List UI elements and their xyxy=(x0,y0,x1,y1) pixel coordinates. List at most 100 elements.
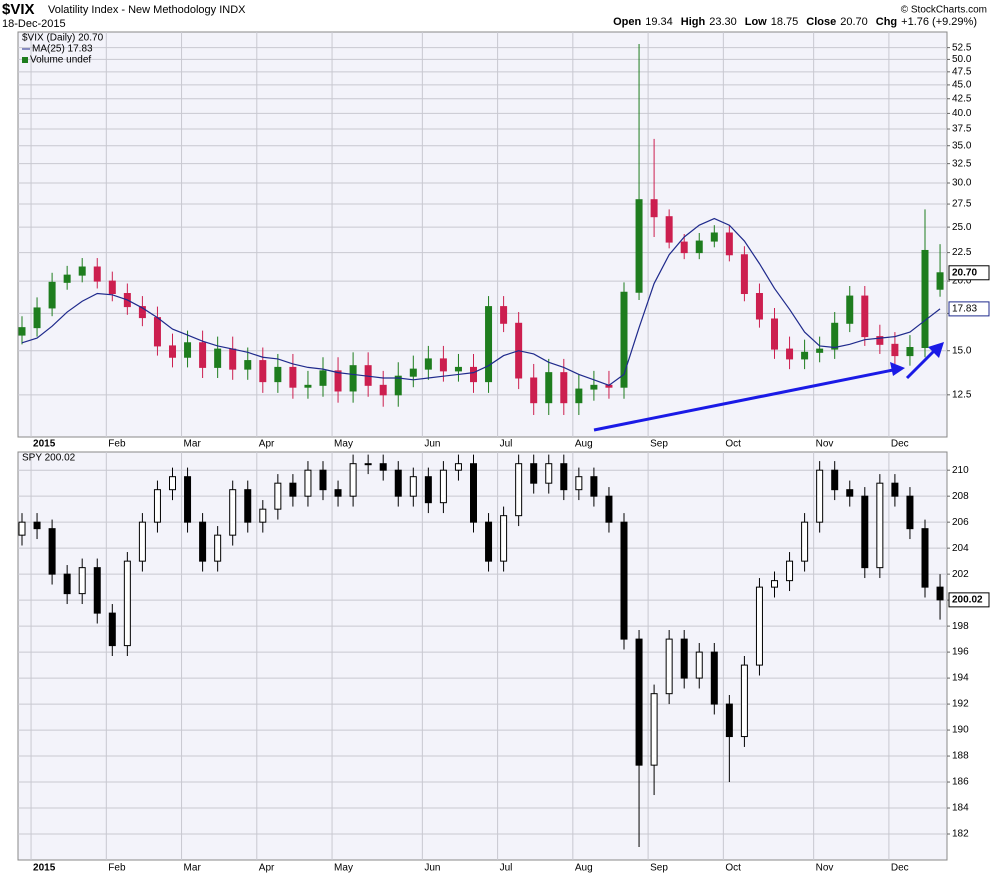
y-tick-label: 35.0 xyxy=(952,140,972,151)
y-tick-label: 30.0 xyxy=(952,178,972,189)
candle-body xyxy=(214,348,222,368)
candle-body xyxy=(635,199,643,293)
quote-value: 18.75 xyxy=(771,16,799,28)
y-tick-label: 45.0 xyxy=(952,80,972,91)
candle-body xyxy=(319,370,327,386)
candle-body xyxy=(861,295,869,338)
y-tick-label: 37.5 xyxy=(952,124,972,135)
x-tick-label: Apr xyxy=(259,863,275,874)
y-tick-label: 204 xyxy=(952,543,969,554)
candle-body xyxy=(123,560,131,647)
x-tick-label: Jun xyxy=(424,439,440,450)
candle-body xyxy=(530,463,538,484)
candle-body xyxy=(18,521,26,536)
candle-body xyxy=(575,388,583,404)
candle-body xyxy=(816,348,824,353)
candle-body xyxy=(801,521,809,562)
y-tick-label: 22.5 xyxy=(952,247,972,258)
x-tick-label: Feb xyxy=(108,863,126,874)
price-tag-label: 200.02 xyxy=(952,595,983,606)
candle-body xyxy=(755,293,763,320)
y-tick-label: 27.5 xyxy=(952,199,972,210)
candle-body xyxy=(93,567,101,614)
x-tick-label: Jul xyxy=(500,439,513,450)
candle-body xyxy=(485,306,493,383)
y-tick-label: 196 xyxy=(952,647,969,658)
candle-body xyxy=(936,586,944,601)
y-tick-label: 32.5 xyxy=(952,158,972,169)
price-tag xyxy=(948,592,990,608)
candle-body xyxy=(710,232,718,242)
quote-value: 19.34 xyxy=(645,16,673,28)
candle-body xyxy=(755,586,763,666)
quote-value: 23.30 xyxy=(709,16,737,28)
x-tick-label: Apr xyxy=(259,439,275,450)
symbol: $VIX xyxy=(2,1,35,18)
y-tick-label: 25.0 xyxy=(952,222,972,233)
candle-body xyxy=(545,372,553,404)
candle-body xyxy=(454,463,462,471)
candle-body xyxy=(334,489,342,497)
candle-body xyxy=(244,489,252,523)
candle-body xyxy=(304,469,312,497)
candle-body xyxy=(229,348,237,370)
quote-label: Close xyxy=(806,16,836,28)
candle-body xyxy=(665,638,673,695)
candle-body xyxy=(244,360,252,370)
candle-body xyxy=(620,291,628,388)
candle-body xyxy=(18,327,26,336)
candle-body xyxy=(48,281,56,309)
candle-body xyxy=(379,384,387,396)
candle-body xyxy=(153,317,161,347)
x-tick-label: Nov xyxy=(816,439,834,450)
y-tick-label: 206 xyxy=(952,517,969,528)
quote-label: Chg xyxy=(876,16,897,28)
moving-average xyxy=(21,217,941,387)
candle-body xyxy=(590,476,598,497)
candle-body xyxy=(409,476,417,497)
candle-body xyxy=(409,368,417,377)
x-tick-label: 2015 xyxy=(33,863,56,874)
candle-body xyxy=(349,463,357,497)
candle-body xyxy=(379,463,387,471)
candle-body xyxy=(108,280,116,295)
candle-body xyxy=(439,358,447,372)
candle-body xyxy=(695,651,703,679)
y-tick-label: 210 xyxy=(952,465,969,476)
candle-body xyxy=(515,463,523,517)
candle-body xyxy=(63,274,71,283)
candle-body xyxy=(816,469,824,523)
y-tick-label: 40.0 xyxy=(952,108,972,119)
quote: Open 19.34 High 23.30 Low 18.75 Close 20.70 Chg +… xyxy=(613,16,977,28)
candle-body xyxy=(560,372,568,404)
candle-body xyxy=(454,366,462,372)
description: Volatility Index - New Methodology INDX xyxy=(48,4,246,16)
x-tick-label: Aug xyxy=(575,863,593,874)
candle-body xyxy=(786,348,794,360)
quote-label: High xyxy=(681,16,706,28)
candle-body xyxy=(665,216,673,243)
candle-body xyxy=(349,365,357,392)
candle-body xyxy=(289,482,297,497)
candle-body xyxy=(876,336,884,345)
candle-body xyxy=(725,232,733,256)
quote-label: Low xyxy=(745,16,767,28)
candle-body xyxy=(635,638,643,766)
candle-body xyxy=(545,463,553,484)
candle-body xyxy=(199,342,207,368)
y-tick-label: 188 xyxy=(952,751,969,762)
candle-body xyxy=(259,508,267,523)
candle-body xyxy=(530,377,538,404)
y-tick-label: 202 xyxy=(952,569,969,580)
candle-body xyxy=(846,295,854,324)
x-tick-label: Mar xyxy=(184,863,202,874)
ma-tag xyxy=(948,301,990,317)
candle-body xyxy=(108,612,116,647)
x-tick-label: Jul xyxy=(500,863,513,874)
date: 18-Dec-2015 xyxy=(2,18,66,30)
legend-entry: MA(25) 17.83 xyxy=(32,44,93,55)
candle-body xyxy=(740,254,748,295)
y-tick-label: 15.0 xyxy=(952,345,972,356)
x-tick-label: Nov xyxy=(816,863,834,874)
